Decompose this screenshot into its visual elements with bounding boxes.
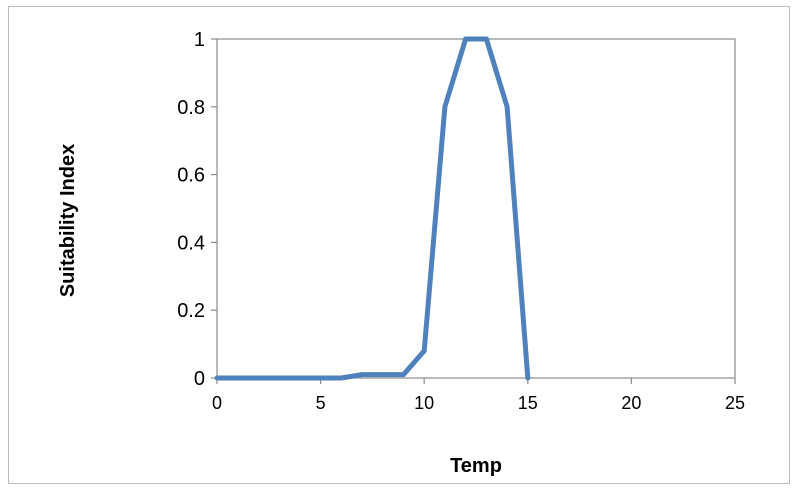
- y-axis-title: Suitability Index: [57, 144, 79, 297]
- x-tick-label: 25: [725, 393, 745, 413]
- y-tick-label: 0.8: [177, 97, 205, 119]
- series-group: [214, 36, 531, 381]
- y-tick-label: 0.6: [177, 165, 205, 187]
- y-tick-label: 0.2: [177, 300, 205, 322]
- x-tick-label: 20: [621, 393, 641, 413]
- y-tick-label: 1: [194, 29, 205, 51]
- plot-area: [216, 38, 736, 379]
- x-tick-label: 0: [212, 393, 222, 413]
- x-tick-label: 15: [518, 393, 538, 413]
- x-axis-tick-labels: 0 5 10 15 20 25: [212, 378, 745, 413]
- x-axis-title: Temp: [450, 455, 502, 477]
- plot-area-border: [216, 38, 736, 379]
- x-tick-label: 10: [414, 393, 434, 413]
- y-tick-label: 0: [194, 368, 205, 390]
- x-tick-label: 5: [316, 393, 326, 413]
- y-tick-label: 0.4: [177, 232, 205, 254]
- series-line: [214, 36, 531, 381]
- chart-frame: [8, 6, 790, 484]
- y-axis-tick-labels: 0 0.2 0.4 0.6 0.8 1: [177, 29, 217, 390]
